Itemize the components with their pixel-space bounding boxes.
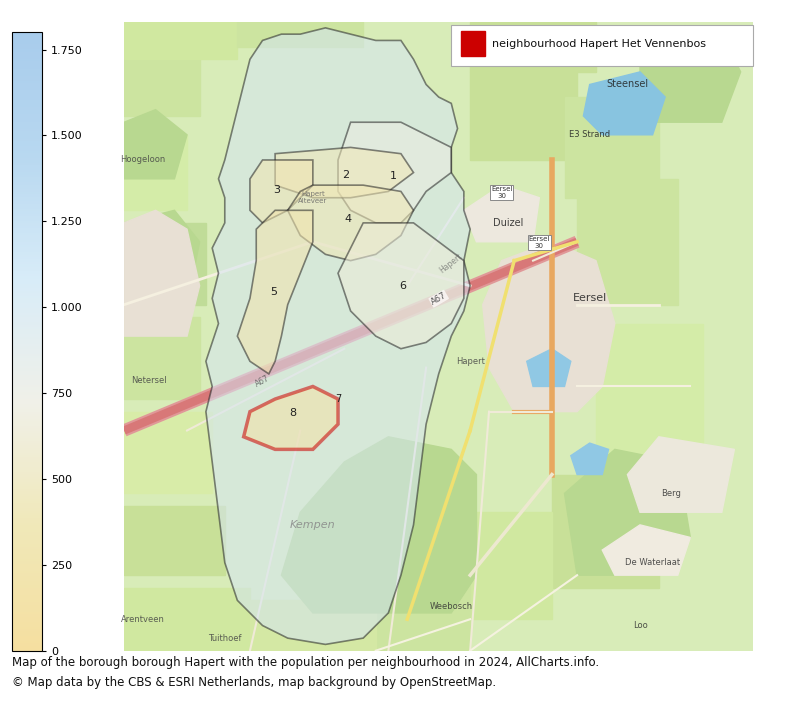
Text: Hapert: Hapert	[456, 357, 484, 366]
Polygon shape	[376, 575, 470, 651]
Polygon shape	[250, 600, 376, 651]
Text: A67: A67	[430, 290, 448, 307]
Text: 1: 1	[390, 170, 397, 180]
Polygon shape	[281, 437, 476, 613]
Polygon shape	[470, 72, 577, 160]
Text: Eersel
30: Eersel 30	[529, 236, 550, 249]
Text: Hoogeloon: Hoogeloon	[121, 155, 166, 165]
Text: 3: 3	[273, 185, 280, 195]
Polygon shape	[124, 317, 199, 399]
Polygon shape	[124, 506, 225, 575]
Polygon shape	[287, 185, 414, 261]
Text: Tuithoef: Tuithoef	[208, 633, 241, 643]
Polygon shape	[275, 147, 414, 198]
Polygon shape	[627, 437, 734, 512]
Text: © Map data by the CBS & ESRI Netherlands, map background by OpenStreetMap.: © Map data by the CBS & ESRI Netherlands…	[12, 676, 496, 689]
Polygon shape	[552, 475, 659, 588]
Polygon shape	[640, 34, 741, 122]
Polygon shape	[483, 242, 615, 411]
Polygon shape	[206, 28, 470, 644]
Text: Kempen: Kempen	[290, 520, 336, 530]
Polygon shape	[237, 22, 363, 47]
Polygon shape	[237, 211, 313, 374]
Text: A67: A67	[254, 373, 272, 388]
Text: 7: 7	[335, 394, 341, 404]
Bar	[461, 31, 484, 56]
Text: De Waterlaat: De Waterlaat	[625, 558, 680, 567]
Polygon shape	[596, 324, 703, 462]
Polygon shape	[124, 22, 237, 60]
Text: 8: 8	[290, 408, 297, 418]
Polygon shape	[124, 211, 199, 336]
Text: Hapert
Alteveer: Hapert Alteveer	[299, 191, 327, 204]
Text: Eersel: Eersel	[572, 293, 607, 303]
Text: neighbourhood Hapert Het Vennenbos: neighbourhood Hapert Het Vennenbos	[492, 39, 706, 49]
Polygon shape	[124, 110, 187, 179]
Polygon shape	[464, 185, 539, 242]
Text: E3 Strand: E3 Strand	[569, 130, 611, 139]
Polygon shape	[470, 22, 596, 72]
Polygon shape	[338, 223, 464, 349]
Text: Steensel: Steensel	[607, 80, 649, 89]
Polygon shape	[124, 223, 206, 305]
Text: 6: 6	[399, 281, 407, 290]
Polygon shape	[584, 72, 665, 135]
Polygon shape	[565, 97, 659, 198]
Polygon shape	[124, 211, 199, 305]
Text: Map of the borough borough Hapert with the population per neighbourhood in 2024,: Map of the borough borough Hapert with t…	[12, 656, 599, 669]
Polygon shape	[470, 512, 552, 619]
Polygon shape	[124, 135, 187, 211]
Polygon shape	[526, 349, 571, 387]
Text: 4: 4	[345, 214, 352, 224]
Polygon shape	[124, 411, 212, 493]
Text: Arentveen: Arentveen	[121, 615, 165, 624]
Text: Duizel: Duizel	[493, 218, 523, 228]
Text: Netersel: Netersel	[132, 375, 167, 385]
Text: 2: 2	[342, 170, 349, 180]
Polygon shape	[338, 122, 451, 223]
Bar	[451, 24, 754, 65]
Polygon shape	[565, 449, 690, 575]
Text: Loo: Loo	[633, 621, 647, 630]
Polygon shape	[250, 160, 313, 223]
Polygon shape	[603, 525, 690, 575]
Polygon shape	[124, 53, 199, 116]
Polygon shape	[244, 387, 338, 449]
Text: Weebosch: Weebosch	[430, 602, 473, 611]
Polygon shape	[124, 588, 250, 651]
Polygon shape	[640, 34, 722, 116]
Text: 5: 5	[271, 287, 278, 297]
Text: Berg: Berg	[661, 489, 681, 498]
Text: Eersel
30: Eersel 30	[491, 186, 512, 198]
Text: Hapert: Hapert	[438, 252, 464, 275]
Polygon shape	[577, 179, 678, 305]
Polygon shape	[571, 443, 608, 475]
